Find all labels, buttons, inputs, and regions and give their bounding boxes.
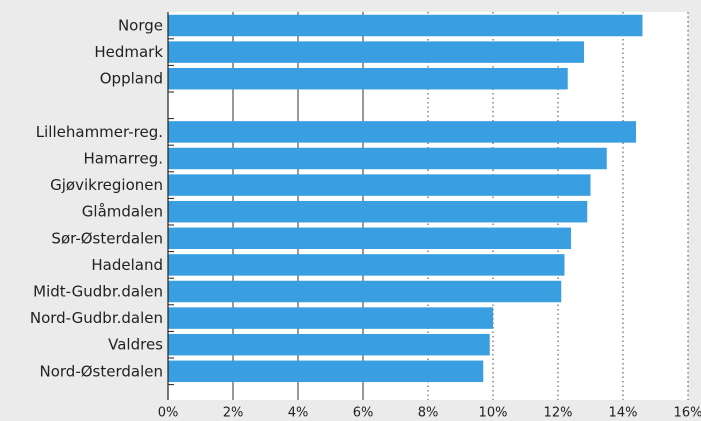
x-tick-label-5: 10%: [479, 406, 508, 421]
category-label-7: Glåmdalen: [82, 203, 163, 221]
x-tick-label-3: 6%: [353, 406, 374, 421]
category-labels: Norge Hedmark Oppland Lillehammer-reg. Hamar…: [30, 17, 174, 386]
bar-4: [168, 121, 636, 143]
category-label-10: Midt-Gudbr.dalen: [33, 283, 163, 301]
category-label-9: Hadeland: [91, 256, 163, 274]
bar-6: [168, 174, 591, 196]
bar-2: [168, 67, 568, 90]
x-tick-label-4: 8%: [418, 406, 439, 421]
bar-13: [168, 360, 484, 383]
bar-9: [168, 254, 565, 276]
category-label-4: Lillehammer-reg.: [36, 123, 163, 141]
x-tick-label-8: 16%: [674, 406, 701, 421]
category-label-2: Oppland: [100, 70, 163, 88]
x-tick-label-0: 0%: [158, 406, 179, 421]
bar-1: [168, 41, 584, 63]
bar-7: [168, 200, 588, 223]
x-tick-labels: 0% 2% 4% 6% 8% 10% 12% 14% 16%: [158, 406, 701, 421]
category-label-1: Hedmark: [94, 43, 163, 61]
bar-11: [168, 307, 493, 329]
category-label-6: Gjøvikregionen: [50, 176, 163, 194]
category-label-12: Valdres: [108, 336, 163, 354]
bar-8: [168, 227, 571, 250]
category-label-0: Norge: [118, 17, 163, 35]
category-label-11: Nord-Gudbr.dalen: [30, 309, 163, 327]
category-label-8: Sør-Østerdalen: [51, 229, 163, 247]
x-tick-label-1: 2%: [223, 406, 244, 421]
x-tick-label-2: 4%: [288, 406, 309, 421]
bar-12: [168, 333, 490, 356]
x-tick-label-7: 14%: [609, 406, 638, 421]
bar-5: [168, 147, 607, 170]
bar-10: [168, 280, 562, 303]
category-label-5: Hamarreg.: [83, 150, 163, 168]
bar-0: [168, 14, 643, 37]
bars: [168, 14, 643, 383]
category-label-13: Nord-Østerdalen: [40, 362, 164, 380]
x-tick-label-6: 12%: [544, 406, 573, 421]
